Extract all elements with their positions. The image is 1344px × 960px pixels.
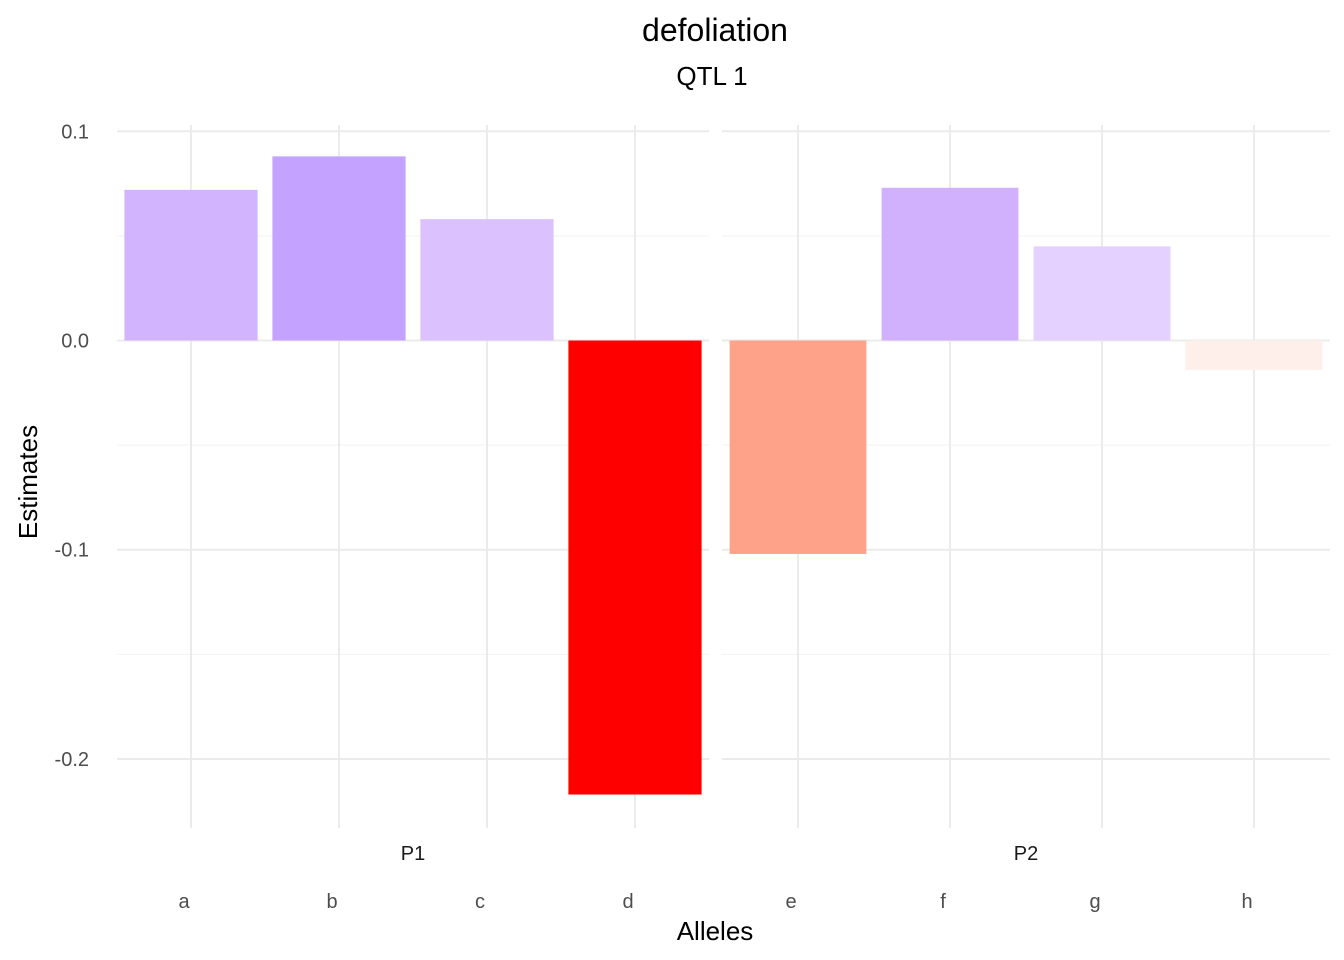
- x-tick-label-d: d: [622, 891, 633, 913]
- y-tick-label: -0.2: [55, 749, 89, 771]
- chart-subtitle: QTL 1: [676, 61, 747, 91]
- bar-h: [1185, 340, 1323, 370]
- y-axis-ticks: 0.1 0.0 -0.1 -0.2: [55, 121, 89, 771]
- panel-strips: P1 P2: [401, 843, 1038, 865]
- bar-g: [1033, 246, 1171, 341]
- panel-label-P1: P1: [401, 843, 425, 865]
- bar-a: [124, 189, 258, 341]
- y-tick-label: 0.0: [61, 331, 89, 353]
- gridlines: [117, 125, 1330, 828]
- y-tick-label: 0.1: [61, 121, 89, 143]
- chart-title: defoliation: [642, 12, 788, 48]
- x-tick-label-f: f: [940, 891, 946, 913]
- bar-f: [881, 187, 1019, 341]
- x-tick-label-e: e: [785, 891, 796, 913]
- bar-c: [420, 219, 554, 341]
- bar-d: [568, 340, 702, 795]
- x-tick-label-a: a: [178, 891, 190, 913]
- x-axis-ticks: a b c d e f g h: [178, 891, 1252, 913]
- bar-b: [272, 156, 406, 341]
- x-tick-label-g: g: [1089, 891, 1100, 913]
- x-axis-title: Alleles: [677, 916, 754, 946]
- x-tick-label-h: h: [1241, 891, 1252, 913]
- x-tick-label-c: c: [475, 891, 485, 913]
- panel-label-P2: P2: [1014, 843, 1038, 865]
- bars: [124, 156, 1323, 795]
- bar-e: [729, 340, 867, 554]
- y-axis-title: Estimates: [13, 425, 43, 539]
- y-tick-label: -0.1: [55, 540, 89, 562]
- x-tick-label-b: b: [326, 891, 337, 913]
